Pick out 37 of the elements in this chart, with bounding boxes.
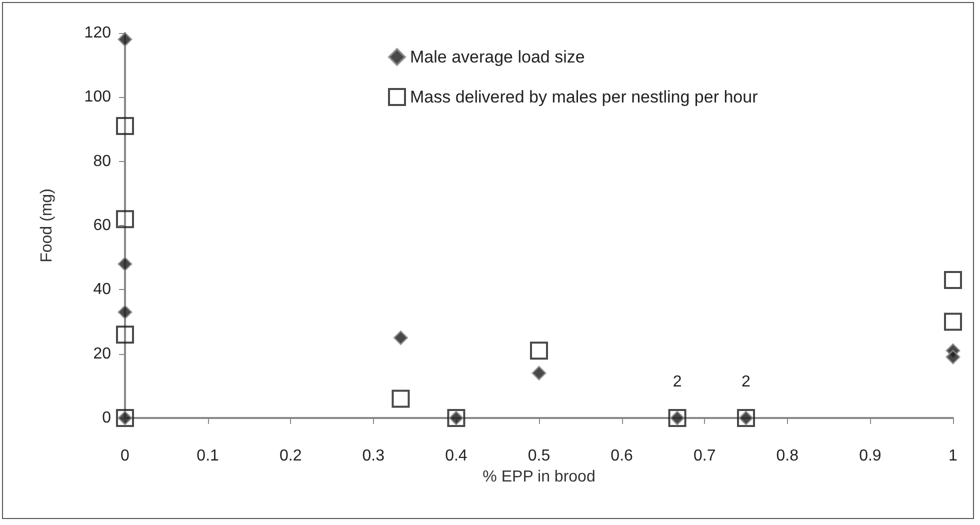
x-tick-label: 0.2 [279,448,302,464]
point [118,32,132,47]
x-tick-label: 0.7 [693,448,716,464]
point [944,271,962,290]
y-tick-label: 60 [93,217,112,234]
point [944,312,962,331]
point [118,304,132,320]
point [392,390,410,408]
x-tick-label: 0.9 [859,448,882,464]
point [532,366,546,380]
point [530,342,548,360]
y-tick-label: 80 [93,152,112,170]
legend-label: Mass delivered by males per nestling per hour [410,88,758,106]
x-tick-label: 0.6 [610,448,634,464]
x-tick-label: 0.8 [776,448,799,464]
point [946,350,960,364]
annotation: 2 [742,374,751,390]
point [118,256,132,272]
point [393,330,408,346]
x-tick-label: 0.3 [362,448,385,464]
y-tick-label: 0 [102,410,112,426]
point [116,210,134,228]
x-tick-label: 0.5 [528,448,550,464]
point [116,117,134,136]
x-tick-label: 0.4 [445,448,468,464]
x-axis-title: % EPP in brood [482,468,596,486]
legend-label: Male average load size [410,48,585,66]
y-tick-label: 20 [93,345,112,362]
x-tick-label: 0.1 [196,448,220,464]
y-tick-label: 40 [93,281,112,298]
x-tick-label: 0 [120,448,130,464]
x-tick-label: 1 [948,448,958,464]
y-tick-label: 100 [84,88,112,106]
point [116,326,134,344]
y-axis-title: Food (mg) [38,188,56,262]
y-tick-label: 120 [84,24,112,42]
annotation: 2 [672,374,682,390]
